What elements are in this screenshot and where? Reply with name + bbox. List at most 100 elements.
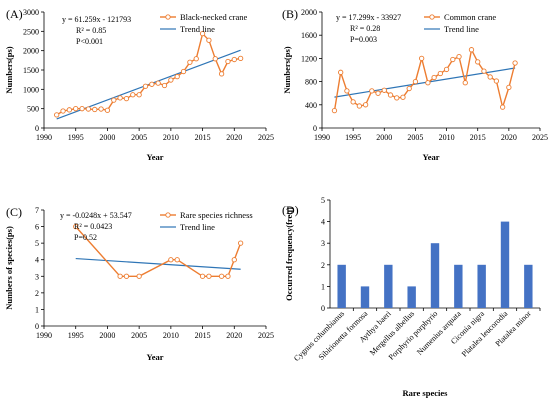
y-tick-label: 5 — [321, 196, 325, 205]
data-point — [481, 68, 487, 74]
panel-label: (D) — [282, 203, 299, 217]
legend-series-label: Black-necked crane — [180, 12, 247, 22]
data-point — [73, 106, 79, 112]
legend-series-marker — [165, 14, 171, 20]
x-tick-label: 2015 — [470, 133, 486, 142]
x-tick-label: 2020 — [226, 133, 242, 142]
legend-trend-label: Trend line — [180, 24, 215, 34]
x-tick-label: 2005 — [407, 133, 423, 142]
data-point — [450, 56, 456, 63]
x-tick-label: 2010 — [439, 133, 455, 142]
regression-annotation: P<0.001 — [76, 37, 103, 46]
data-point — [394, 95, 400, 101]
y-tick-label: 1600 — [301, 31, 317, 40]
data-point — [431, 74, 437, 81]
y-tick-label: 2000 — [301, 8, 317, 17]
regression-annotation: y = 61.259x - 121793 — [62, 15, 131, 24]
x-tick-label: 1995 — [345, 133, 361, 142]
x-tick-label: 1995 — [68, 133, 84, 142]
bar — [337, 264, 346, 308]
y-axis-title: Numbers(ps) — [282, 46, 292, 93]
y-tick-label: 2500 — [23, 27, 39, 36]
regression-annotation: P=0.52 — [74, 233, 97, 242]
y-tick-label: 1200 — [301, 54, 317, 63]
data-point — [412, 78, 419, 85]
y-tick-label: 6 — [35, 223, 39, 232]
y-tick-label: 1000 — [23, 85, 39, 94]
data-point — [338, 69, 344, 75]
x-tick-label: 2025 — [258, 133, 274, 142]
y-tick-label: 0 — [35, 124, 39, 133]
data-point — [462, 80, 468, 86]
data-point — [231, 56, 237, 63]
data-point — [218, 273, 225, 279]
data-point — [231, 257, 237, 263]
data-point — [174, 257, 180, 263]
chart-1: 1990 1995 2000 2005 2010 2015 2020 2025 0 400 800 1… — [282, 7, 548, 162]
y-tick-label: 3 — [35, 272, 39, 281]
x-tick-label: 2015 — [195, 133, 211, 142]
x-tick-label: 2005 — [131, 133, 147, 142]
data-point — [85, 106, 92, 112]
data-point — [104, 107, 111, 113]
legend-trend-label: Trend line — [180, 222, 215, 232]
x-tick-label: 2010 — [163, 331, 179, 340]
regression-annotation: y = -0.0248x + 53.547 — [60, 211, 132, 220]
data-point — [375, 90, 381, 96]
data-point — [73, 223, 79, 230]
chart-0: 1990 1995 2000 2005 2010 2015 2020 2025 0 500 1000… — [4, 7, 274, 162]
y-tick-label: 5 — [35, 239, 39, 248]
data-point — [92, 106, 98, 113]
data-point — [468, 47, 475, 53]
x-tick-label: 2015 — [195, 331, 211, 340]
data-point — [456, 54, 462, 60]
legend-series-label: Common crane — [444, 12, 496, 22]
data-point — [155, 80, 161, 86]
data-point — [425, 80, 431, 86]
y-tick-label: 1 — [35, 305, 39, 314]
data-point — [237, 240, 244, 246]
x-tick-label: 2005 — [131, 331, 147, 340]
data-point — [136, 273, 142, 279]
data-point — [499, 104, 506, 110]
bar — [477, 264, 486, 308]
y-tick-label: 1500 — [23, 66, 39, 75]
bar — [454, 264, 463, 308]
data-point — [180, 68, 187, 75]
data-point — [117, 95, 123, 101]
x-axis-title: Year — [147, 152, 164, 162]
legend-trend-label: Trend line — [444, 24, 479, 34]
regression-annotation: P=0.003 — [350, 35, 377, 44]
y-axis-title: Occurred frequency(freq) — [284, 207, 294, 301]
data-point — [142, 83, 149, 89]
x-axis-title: Year — [147, 352, 164, 362]
data-point — [66, 107, 73, 113]
data-point — [149, 81, 155, 87]
bar — [500, 221, 510, 308]
panel-label: (B) — [282, 7, 298, 21]
data-point — [60, 108, 66, 114]
data-point — [199, 273, 206, 279]
data-point — [123, 95, 130, 102]
y-tick-label: 3 — [321, 239, 325, 248]
x-tick-label: 2000 — [376, 133, 392, 142]
data-point — [381, 87, 387, 93]
y-tick-label: 7 — [35, 206, 39, 215]
bar — [430, 243, 440, 308]
data-point — [54, 112, 60, 118]
data-point — [199, 31, 206, 37]
trend-line — [75, 257, 241, 270]
data-point — [212, 56, 218, 62]
y-tick-label: 3000 — [23, 8, 39, 17]
data-point — [206, 37, 212, 43]
data-point — [174, 73, 180, 80]
chart-2: 1990 1995 2000 2005 2010 2015 2020 2025 0 1 2 3 4 5 6 7… — [4, 205, 274, 362]
data-point — [206, 273, 212, 279]
y-tick-label: 2000 — [23, 47, 39, 56]
regression-annotation: R² = 0.28 — [350, 24, 380, 33]
legend-series-marker — [165, 212, 171, 218]
bar — [524, 264, 533, 308]
data-point — [344, 88, 350, 94]
legend-series-label: Rare species richness — [180, 210, 253, 220]
